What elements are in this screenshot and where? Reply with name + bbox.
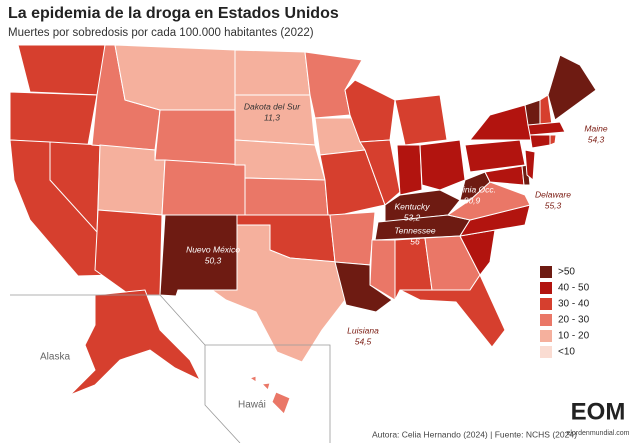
states bbox=[9, 44, 597, 415]
state bbox=[468, 104, 536, 141]
state bbox=[524, 99, 541, 126]
annotation-value: 50,3 bbox=[205, 255, 222, 265]
state bbox=[17, 44, 106, 96]
legend-swatch bbox=[540, 298, 552, 310]
annotation-name: Maine bbox=[584, 123, 607, 133]
annotation-value: 11,3 bbox=[264, 112, 280, 122]
state bbox=[419, 139, 466, 191]
logo-site: elordenmundial.com bbox=[566, 430, 629, 437]
state bbox=[399, 273, 506, 348]
annotation-value: 56 bbox=[410, 236, 420, 246]
legend-swatch bbox=[540, 282, 552, 294]
state bbox=[248, 375, 257, 383]
state bbox=[396, 144, 423, 196]
logo-mark: EOM bbox=[571, 398, 626, 425]
annotation-name: Virginia Occ. bbox=[448, 184, 496, 194]
state bbox=[529, 134, 551, 149]
state bbox=[114, 44, 236, 111]
state bbox=[159, 214, 238, 297]
legend-label: 30 - 40 bbox=[558, 299, 590, 310]
legend-swatch bbox=[540, 266, 552, 278]
annotation-name: Kentucky bbox=[395, 201, 431, 211]
legend-label: 40 - 50 bbox=[558, 283, 590, 294]
annotation-value: 54,3 bbox=[588, 134, 605, 144]
annotation-name: Dakota del Sur bbox=[244, 101, 301, 111]
inset-border bbox=[205, 344, 331, 443]
state bbox=[271, 391, 291, 415]
source: Autora: Celia Hernando (2024) | Fuente: … bbox=[372, 429, 577, 439]
annotation-name: Delaware bbox=[535, 189, 571, 199]
title: La epidemia de la droga en Estados Unido… bbox=[8, 5, 339, 22]
annotation-name: Nuevo México bbox=[186, 244, 240, 254]
state bbox=[334, 261, 393, 313]
annotation-name: Luisiana bbox=[347, 325, 379, 335]
state bbox=[154, 109, 236, 166]
state bbox=[161, 159, 246, 216]
state bbox=[210, 224, 346, 363]
state bbox=[97, 144, 166, 216]
state bbox=[234, 139, 326, 181]
legend-swatch bbox=[540, 346, 552, 358]
annotation-name: Tennessee bbox=[394, 225, 436, 235]
legend-swatch bbox=[540, 314, 552, 326]
annotation-value: 54,5 bbox=[355, 336, 372, 346]
inset-label: Alaska bbox=[40, 352, 70, 363]
state bbox=[549, 134, 557, 146]
inset-label: Hawái bbox=[238, 400, 266, 411]
state bbox=[524, 149, 536, 182]
state bbox=[329, 211, 376, 266]
legend-label: >50 bbox=[558, 267, 575, 278]
state bbox=[234, 49, 311, 96]
annotation-value: 55,3 bbox=[545, 200, 562, 210]
legend-label: <10 bbox=[558, 347, 575, 358]
state bbox=[9, 91, 98, 146]
state bbox=[260, 382, 271, 391]
legend-label: 10 - 20 bbox=[558, 331, 590, 342]
state bbox=[547, 54, 597, 121]
state bbox=[94, 209, 163, 296]
annotation-value: 53,2 bbox=[404, 212, 421, 222]
legend-label: 20 - 30 bbox=[558, 315, 590, 326]
subtitle: Muertes por sobredosis por cada 100.000 … bbox=[8, 27, 314, 39]
state bbox=[244, 177, 329, 216]
annotation-value: 80,9 bbox=[464, 195, 481, 205]
state bbox=[69, 289, 202, 396]
legend: >50 40 - 50 30 - 40 20 - 30 10 - 20 <10 bbox=[540, 266, 590, 358]
state bbox=[359, 139, 401, 206]
state bbox=[394, 94, 448, 146]
legend-swatch bbox=[540, 330, 552, 342]
state bbox=[527, 121, 566, 136]
